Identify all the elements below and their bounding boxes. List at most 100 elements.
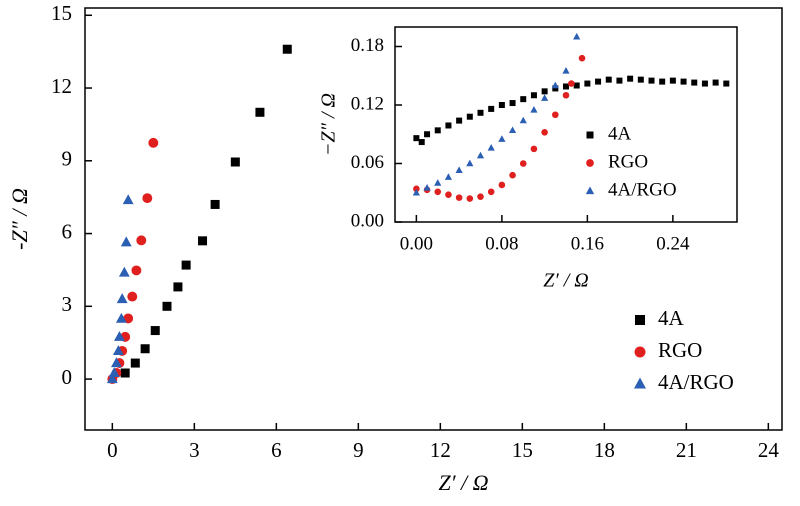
- marker: [108, 367, 120, 378]
- y-axis-title: -Z″ / Ω: [7, 188, 32, 250]
- marker: [477, 193, 484, 200]
- marker: [568, 80, 575, 87]
- marker: [455, 166, 463, 174]
- marker: [551, 81, 559, 89]
- legend-label: RGO: [658, 338, 702, 362]
- plot-frame: [394, 26, 738, 223]
- marker: [466, 159, 474, 167]
- marker: [530, 145, 538, 153]
- marker: [424, 131, 431, 138]
- marker: [637, 76, 644, 83]
- legend-label: 4A: [608, 123, 632, 144]
- marker: [498, 135, 506, 142]
- marker: [530, 92, 537, 99]
- marker: [140, 344, 150, 354]
- marker: [691, 79, 698, 86]
- legend-marker: [634, 377, 646, 389]
- marker: [616, 77, 623, 84]
- x-tick-label: 0: [107, 438, 118, 462]
- marker: [605, 76, 612, 83]
- marker: [111, 357, 122, 368]
- marker: [210, 199, 220, 209]
- marker: [573, 82, 580, 89]
- marker: [701, 80, 708, 87]
- marker: [578, 54, 586, 62]
- marker: [148, 137, 159, 148]
- marker: [127, 291, 138, 302]
- marker: [444, 173, 453, 180]
- marker: [477, 109, 484, 116]
- legend-marker: [586, 131, 594, 139]
- marker: [466, 113, 473, 120]
- marker: [562, 66, 570, 74]
- y-tick-label: 0: [62, 365, 73, 389]
- marker: [648, 77, 655, 84]
- marker: [118, 266, 130, 277]
- legend-label: 4A/RGO: [608, 179, 677, 200]
- x-tick-label: 12: [430, 438, 451, 462]
- marker: [712, 79, 719, 86]
- y-tick-label: 0.00: [351, 210, 384, 231]
- marker: [130, 358, 140, 368]
- legend-label: 4A: [658, 306, 685, 330]
- marker: [445, 191, 452, 198]
- marker: [282, 44, 292, 54]
- x-tick-label: 24: [758, 438, 780, 462]
- marker: [181, 260, 191, 270]
- y-axis-title: −Z″ / Ω: [318, 93, 340, 156]
- marker: [418, 139, 425, 146]
- marker: [509, 100, 516, 107]
- marker: [230, 157, 240, 167]
- legend-label: RGO: [608, 151, 648, 172]
- marker: [131, 265, 142, 276]
- marker: [434, 127, 441, 134]
- marker: [519, 116, 527, 124]
- marker: [255, 107, 265, 117]
- marker: [106, 373, 118, 384]
- marker: [434, 179, 442, 186]
- marker: [562, 91, 570, 99]
- marker: [573, 32, 581, 40]
- plot-frame: [84, 7, 783, 431]
- marker: [659, 78, 666, 85]
- inset-background: [395, 27, 737, 222]
- marker: [552, 85, 559, 92]
- x-tick-label: 21: [676, 438, 697, 462]
- y-tick-label: 6: [62, 219, 73, 243]
- x-tick-label: 6: [271, 438, 282, 462]
- marker: [563, 83, 569, 90]
- marker: [509, 171, 516, 179]
- marker: [413, 135, 420, 142]
- marker: [120, 368, 130, 378]
- marker: [487, 188, 495, 196]
- marker: [466, 195, 474, 202]
- marker: [173, 282, 183, 292]
- marker: [541, 94, 549, 101]
- legend-marker: [586, 159, 594, 167]
- y-tick-label: 9: [62, 147, 73, 171]
- marker: [476, 151, 485, 159]
- x-tick-label: 15: [512, 438, 533, 462]
- marker: [541, 129, 548, 136]
- marker: [198, 236, 208, 246]
- marker: [627, 75, 634, 82]
- marker: [142, 193, 153, 204]
- x-axis-title: Z′ / Ω: [543, 270, 589, 292]
- marker: [552, 111, 559, 119]
- marker: [595, 78, 602, 85]
- marker: [508, 126, 517, 134]
- x-tick-label: 0.24: [656, 233, 690, 254]
- y-tick-label: 15: [51, 1, 72, 25]
- x-tick-label: 0.16: [571, 233, 604, 254]
- marker: [114, 331, 125, 341]
- marker: [150, 326, 160, 336]
- marker: [520, 96, 527, 103]
- y-tick-label: 0.12: [351, 93, 384, 114]
- marker: [162, 301, 172, 311]
- y-tick-label: 12: [51, 74, 72, 98]
- marker: [530, 105, 538, 113]
- marker: [723, 80, 730, 87]
- marker: [498, 102, 505, 108]
- marker: [455, 194, 463, 201]
